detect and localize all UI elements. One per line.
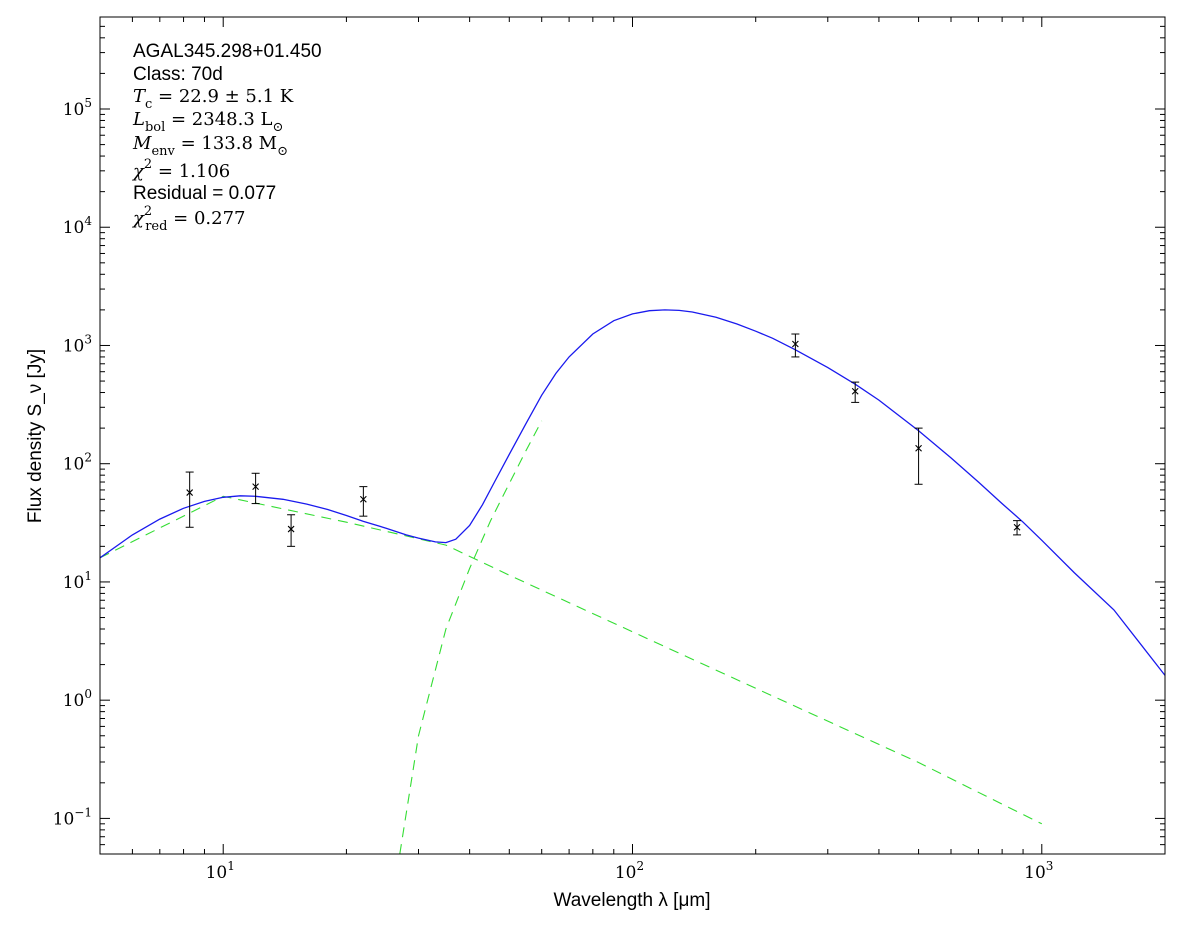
model-component-line-2 — [399, 420, 543, 854]
series-layer — [100, 309, 1165, 854]
data-point — [851, 381, 860, 403]
point-marker — [252, 483, 260, 491]
x-tick-label: 101 — [206, 859, 235, 883]
y-tick-label: 105 — [63, 96, 92, 120]
x-tick-label: 102 — [615, 859, 644, 883]
annotation-line-4: Lbol = 2348.3 L⊙ — [132, 109, 283, 135]
model-component-line-1 — [100, 495, 1043, 825]
data-point — [1013, 520, 1022, 536]
annotation-line-2: Class: 70d — [133, 64, 223, 85]
point-marker — [851, 387, 859, 395]
y-tick-label: 104 — [63, 214, 93, 238]
annotation-line-3: Tc = 22.9 ± 5.1 K — [133, 86, 294, 112]
point-marker — [359, 495, 367, 503]
point-marker — [791, 340, 799, 348]
data-point — [185, 471, 194, 528]
annotation-line-8: χ2 red = 0.277 — [131, 204, 246, 234]
point-marker — [186, 489, 194, 496]
points-layer — [185, 333, 1022, 547]
y-tick-label: 10−1 — [53, 805, 92, 829]
y-tick-label: 100 — [63, 687, 92, 711]
data-point — [791, 333, 800, 358]
x-axis-label: Wavelength λ [μm] — [553, 890, 710, 911]
y-tick-label: 101 — [63, 569, 92, 593]
point-marker — [915, 444, 922, 452]
data-point — [287, 514, 296, 547]
x-tick-label: 103 — [1024, 859, 1053, 883]
annotation-line-1: AGAL345.298+01.450 — [133, 41, 322, 62]
y-axis-label: Flux density S_ν [Jy] — [25, 349, 46, 523]
annotation-line-5: Menv = 133.8 M⊙ — [132, 133, 288, 159]
y-tick-label: 102 — [63, 451, 92, 475]
model-total-line — [100, 309, 1165, 676]
ticks-layer: 101 102 103 10−1 100 101 102 103 104 105 — [53, 16, 1166, 883]
data-point — [914, 427, 923, 485]
point-marker — [287, 525, 295, 533]
annotation-line-7: Residual = 0.077 — [133, 183, 276, 204]
annotation-line-6: χ2 = 1.106 — [131, 157, 230, 182]
data-point — [251, 472, 260, 505]
data-point — [359, 486, 368, 517]
point-marker — [1013, 523, 1021, 531]
y-tick-label: 103 — [63, 332, 92, 356]
